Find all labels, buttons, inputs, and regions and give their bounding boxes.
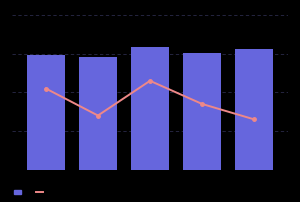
Bar [236, 50, 273, 170]
Bar [183, 54, 221, 170]
Bar [131, 48, 169, 170]
Legend: , : , [12, 188, 47, 197]
Bar [27, 55, 64, 170]
Bar [79, 58, 117, 170]
